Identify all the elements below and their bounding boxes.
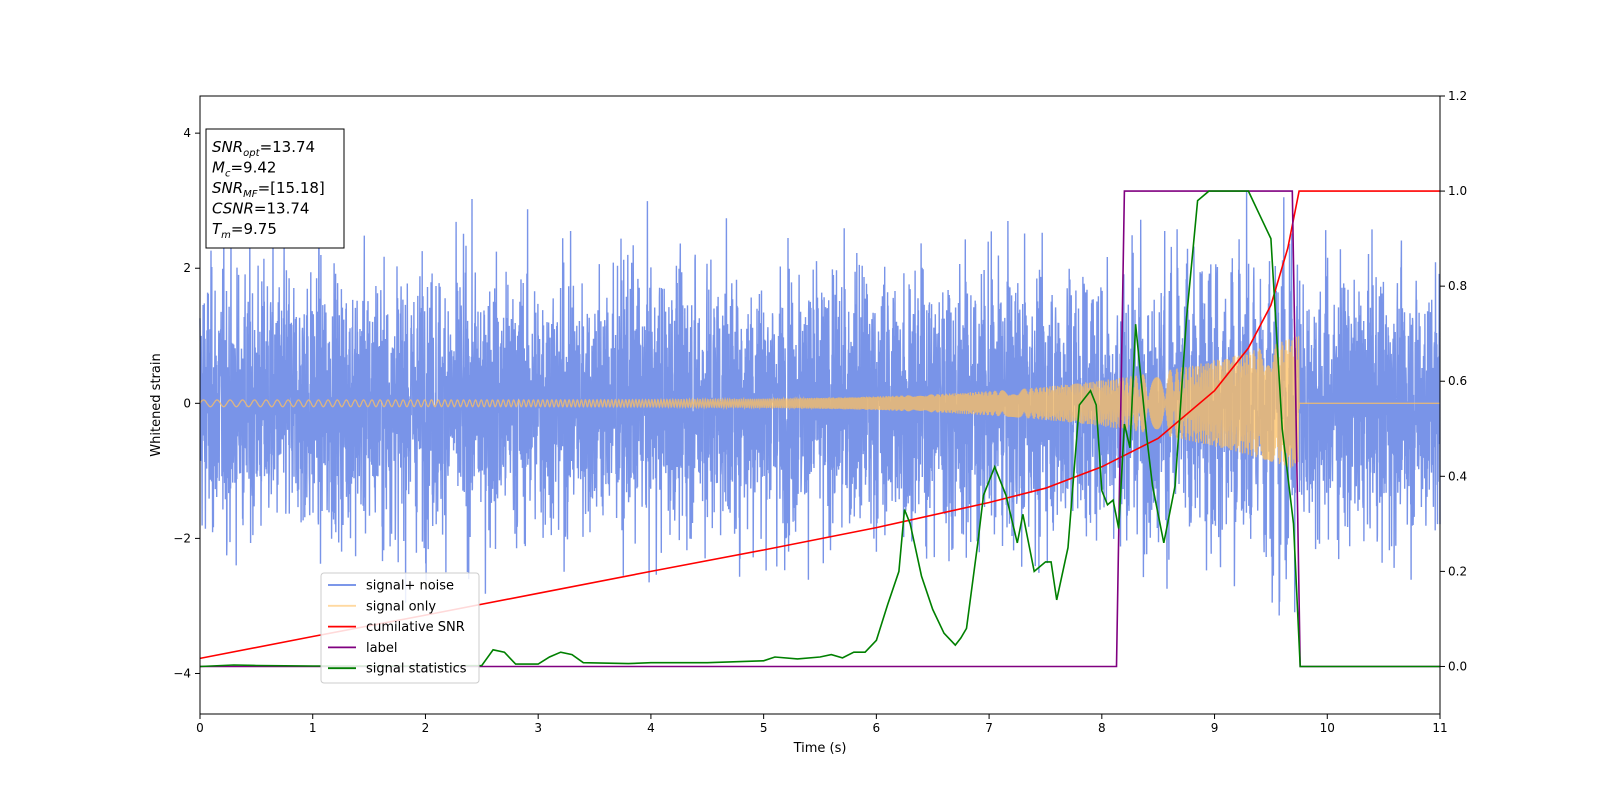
right-y-tick-label: 1.0 <box>1448 184 1467 198</box>
signal-trace <box>199 336 1440 468</box>
x-tick-label: 6 <box>873 721 881 735</box>
right-y-axis: 0.0 0.2 0.4 0.6 0.8 1.0 1.2 <box>1440 89 1467 673</box>
legend-label: signal only <box>366 599 436 614</box>
annotation-frame <box>205 128 345 249</box>
plot-frame <box>199 95 1441 715</box>
x-tick-label: 10 <box>1320 721 1335 735</box>
right-y-tick-label: 0.2 <box>1448 564 1467 578</box>
annotation-line: CSNR=13.74 <box>212 200 309 218</box>
signal-only-series <box>199 336 1440 468</box>
legend-label: label <box>366 641 397 656</box>
legend-label: signal+ noise <box>366 579 454 594</box>
signal-statistics-line <box>199 190 1440 668</box>
x-tick-label: 1 <box>309 721 317 735</box>
legend-label: signal statistics <box>366 662 467 677</box>
legend: signal+ noise signal only cumilative SNR la… <box>320 572 480 684</box>
x-tick-label: 3 <box>534 721 542 735</box>
noise-trace <box>199 190 1441 616</box>
annotation-box: SNRopt=13.74Mc=9.42SNRMF=[15.18]CSNR=13.… <box>205 128 345 249</box>
right-y-tick-label: 1.2 <box>1448 89 1467 103</box>
annotation-line: SNRMF=[15.18] <box>212 179 325 200</box>
y-axis-label: Whitened strain <box>149 353 164 456</box>
annotation-line: Mc=9.42 <box>212 159 276 180</box>
signal-statistics-series <box>199 190 1440 668</box>
annotation-line: Tm=9.75 <box>212 220 277 241</box>
right-y-tick-label: 0.0 <box>1448 659 1467 673</box>
x-axis: 0 1 2 3 4 5 6 7 8 9 10 11 <box>196 714 1448 735</box>
x-tick-label: 7 <box>985 721 993 735</box>
left-y-tick-label: −2 <box>173 531 191 545</box>
legend-frame <box>320 572 480 684</box>
x-tick-label: 0 <box>196 721 204 735</box>
x-tick-label: 4 <box>647 721 655 735</box>
left-y-tick-label: 2 <box>183 261 191 275</box>
right-y-tick-label: 0.4 <box>1448 469 1467 483</box>
signal-plus-noise-series <box>199 190 1441 616</box>
right-y-tick-label: 0.6 <box>1448 374 1467 388</box>
x-tick-label: 2 <box>422 721 430 735</box>
annotation-line: SNRopt=13.74 <box>212 138 315 159</box>
x-tick-label: 9 <box>1211 721 1219 735</box>
left-y-tick-label: 4 <box>183 126 191 140</box>
x-axis-label: Time (s) <box>793 741 847 756</box>
x-tick-label: 11 <box>1432 721 1447 735</box>
x-tick-label: 5 <box>760 721 768 735</box>
left-y-tick-label: −4 <box>173 666 191 680</box>
left-y-axis: −4 −2 0 2 4 <box>173 126 200 680</box>
right-y-tick-label: 0.8 <box>1448 279 1467 293</box>
left-y-tick-label: 0 <box>183 396 191 410</box>
x-tick-label: 8 <box>1098 721 1106 735</box>
legend-label: cumilative SNR <box>366 620 465 635</box>
